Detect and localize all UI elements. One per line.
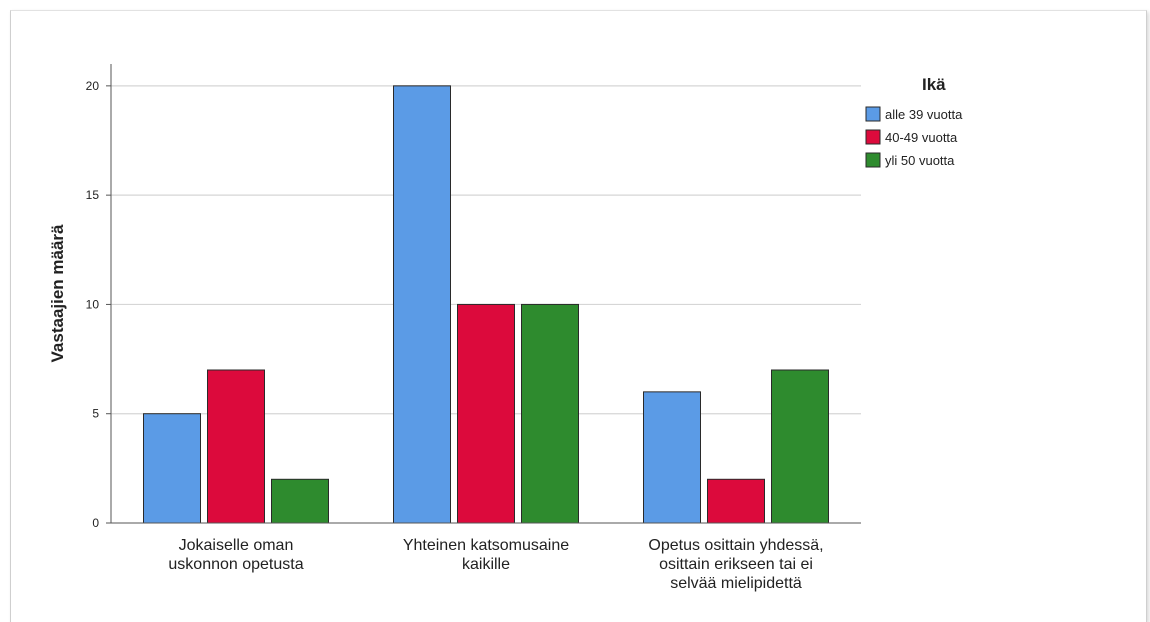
bar — [643, 391, 701, 524]
x-category-label-line: kaikille — [462, 556, 510, 573]
bars — [143, 85, 829, 524]
x-category-label: Jokaiselle oman uskonnon opetusta — [168, 537, 303, 573]
x-category-label-line: selvää mielipidettä — [670, 575, 802, 592]
axes — [106, 64, 861, 524]
legend-swatch — [865, 152, 881, 168]
x-category-label-line: Yhteinen katsomusaine — [403, 537, 569, 554]
y-tick-label: 0 — [92, 516, 99, 530]
chart-frame: 0 5 10 15 20 Jokaiselle oman uskonnon opetusta… — [10, 10, 1147, 622]
bar — [707, 478, 765, 524]
bar — [521, 303, 579, 524]
legend-label: yli 50 vuotta — [885, 153, 955, 168]
legend-label: alle 39 vuotta — [885, 107, 963, 122]
legend-title: Ikä — [922, 75, 946, 94]
bar — [207, 369, 265, 524]
x-category-label-line: Opetus osittain yhdessä, — [648, 537, 823, 554]
x-category-label: Opetus osittain yhdessä, osittain eriksee… — [648, 537, 823, 592]
x-category-label: Yhteinen katsomusaine kaikille — [403, 537, 569, 573]
axis-labels: 0 5 10 15 20 Jokaiselle oman uskonnon opetusta… — [48, 79, 824, 592]
y-tick-label: 10 — [86, 297, 100, 311]
bar — [271, 478, 329, 524]
legend: Ikä alle 39 vuotta 40-49 vuotta yli 50 vuot… — [865, 75, 963, 168]
y-tick-label: 15 — [86, 188, 100, 202]
y-tick-label: 5 — [92, 407, 99, 421]
bar-chart: 0 5 10 15 20 Jokaiselle oman uskonnon opetusta… — [48, 64, 963, 592]
bar — [393, 85, 451, 524]
bar — [457, 303, 515, 524]
y-tick-label: 20 — [86, 79, 100, 93]
x-category-label-line: uskonnon opetusta — [168, 556, 303, 573]
x-category-label-line: Jokaiselle oman — [179, 537, 294, 554]
legend-swatch — [865, 129, 881, 145]
y-axis-title: Vastaajien määrä — [48, 224, 67, 363]
bar — [143, 413, 201, 524]
x-category-label-line: osittain erikseen tai ei — [659, 556, 813, 573]
legend-swatch — [865, 106, 881, 122]
bar — [771, 369, 829, 524]
legend-label: 40-49 vuotta — [885, 130, 958, 145]
